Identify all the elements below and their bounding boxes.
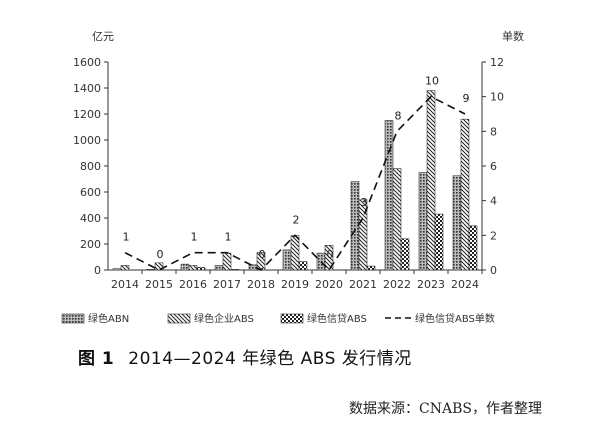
line-data-label: 8 xyxy=(395,109,402,122)
legend: 绿色ABN 绿色企业ABS 绿色信贷ABS 绿色信贷ABS单数 xyxy=(61,312,495,325)
y-left-tick-label: 0 xyxy=(94,264,101,277)
x-tick-label: 2021 xyxy=(349,278,377,291)
y-axis-left-title: 亿元 xyxy=(92,30,114,43)
bar-绿色企业ABS-2022 xyxy=(392,168,402,271)
bar-绿色ABN-2023 xyxy=(418,172,428,271)
legend-swatch xyxy=(280,313,304,324)
bar-绿色企业ABS-2021 xyxy=(358,199,368,271)
data-source: 数据来源：CNABS，作者整理 xyxy=(349,401,542,417)
line-data-label: 9 xyxy=(463,92,470,105)
y-right-tick-label: 2 xyxy=(490,229,497,242)
figure-caption: 图 1 2014—2024 年绿色 ABS 发行情况 xyxy=(78,344,412,369)
y-right-tick-label: 6 xyxy=(490,160,497,173)
bar-绿色信贷ABS-2023 xyxy=(434,213,444,271)
line-data-label: 2 xyxy=(293,213,300,226)
bar-绿色ABN-2021 xyxy=(350,181,360,271)
line-data-label: 0 xyxy=(327,248,334,261)
x-tick-label: 2023 xyxy=(417,278,445,291)
line-data-label: 1 xyxy=(123,231,130,244)
bar-绿色ABN-2017 xyxy=(214,265,224,271)
legend-swatch xyxy=(167,313,191,324)
bar-绿色信贷ABS-2024 xyxy=(468,225,478,271)
line-series-count xyxy=(124,95,466,272)
line-data-label: 10 xyxy=(425,75,439,88)
line-data-label: 1 xyxy=(191,231,198,244)
bar-绿色信贷ABS-2017 xyxy=(230,269,240,271)
y-left-tick-label: 1400 xyxy=(73,82,101,95)
x-tick-label: 2022 xyxy=(383,278,411,291)
legend-label: 绿色信贷ABS xyxy=(307,312,367,325)
y-left-tick-label: 200 xyxy=(80,238,101,251)
bar-绿色ABN-2016 xyxy=(180,263,190,271)
figure-number: 图 1 xyxy=(78,349,115,369)
y-left-tick-label: 400 xyxy=(80,212,101,225)
bar-绿色企业ABS-2023 xyxy=(426,90,436,271)
x-tick-label: 2014 xyxy=(111,278,139,291)
y-left-tick-label: 1600 xyxy=(73,56,101,69)
x-tick-label: 2020 xyxy=(315,278,343,291)
bar-绿色ABN-2018 xyxy=(248,264,258,271)
x-tick-label: 2018 xyxy=(247,278,275,291)
y-right-tick-label: 4 xyxy=(490,195,497,208)
y-left-tick-label: 1200 xyxy=(73,108,101,121)
legend-swatch xyxy=(61,313,85,324)
legend-label: 绿色企业ABS xyxy=(194,312,254,325)
bar-绿色企业ABS-2014 xyxy=(120,265,130,271)
y-right-tick-label: 12 xyxy=(490,56,504,69)
line-data-label: 1 xyxy=(225,231,232,244)
y-axis-right-title: 单数 xyxy=(502,30,524,43)
y-right-tick-label: 10 xyxy=(490,91,504,104)
figure-title: 2014—2024 年绿色 ABS 发行情况 xyxy=(128,349,412,369)
bar-绿色信贷ABS-2021 xyxy=(366,265,376,271)
bar-绿色ABN-2020 xyxy=(316,252,326,271)
legend-label: 绿色ABN xyxy=(88,312,129,325)
bar-绿色企业ABS-2016 xyxy=(188,265,198,271)
x-tick-label: 2024 xyxy=(451,278,479,291)
x-tick-label: 2016 xyxy=(179,278,207,291)
bar-绿色信贷ABS-2019 xyxy=(298,261,308,271)
bar-绿色ABN-2019 xyxy=(282,249,292,271)
bar-绿色信贷ABS-2022 xyxy=(400,238,410,271)
line-data-label: 0 xyxy=(259,248,266,261)
y-right-tick-label: 0 xyxy=(490,264,497,277)
bar-绿色ABN-2014 xyxy=(112,268,122,271)
line-data-label: 3 xyxy=(361,196,368,209)
bar-绿色企业ABS-2015 xyxy=(154,262,164,271)
bar-绿色企业ABS-2017 xyxy=(222,252,232,271)
bar-绿色信贷ABS-2016 xyxy=(196,267,206,271)
y-right-tick-label: 8 xyxy=(490,125,497,138)
bar-绿色企业ABS-2024 xyxy=(460,118,470,271)
y-left-tick-label: 600 xyxy=(80,186,101,199)
x-tick-label: 2015 xyxy=(145,278,173,291)
legend-label: 绿色信贷ABS单数 xyxy=(415,312,495,325)
bar-绿色ABN-2022 xyxy=(384,120,394,271)
bar-绿色ABN-2015 xyxy=(146,269,156,271)
bar-绿色ABN-2024 xyxy=(452,175,462,271)
bar-绿色企业ABS-2020 xyxy=(324,245,334,271)
line-data-label: 0 xyxy=(157,248,164,261)
y-left-tick-label: 1000 xyxy=(73,134,101,147)
bar-绿色企业ABS-2019 xyxy=(290,235,300,271)
y-left-tick-label: 800 xyxy=(80,160,101,173)
x-tick-label: 2017 xyxy=(213,278,241,291)
x-tick-label: 2019 xyxy=(281,278,309,291)
